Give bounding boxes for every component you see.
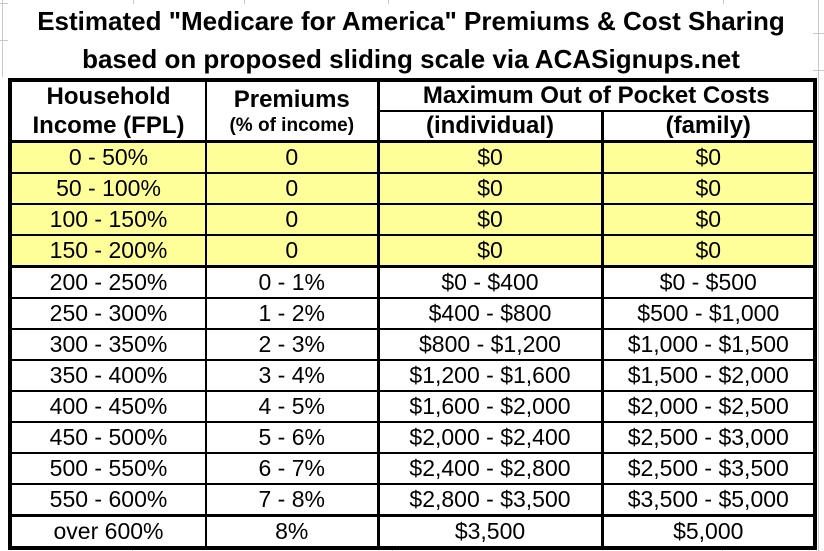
oop-individual-cell: $2,800 - $3,500 [377, 483, 604, 517]
oop-family-cell: $2,000 - $2,500 [600, 390, 817, 423]
oop-family-cell: $2,500 - $3,500 [600, 452, 817, 485]
premium-cell: 0 [205, 203, 380, 236]
premium-cell: 0 [205, 234, 380, 268]
oop-family-cell: $5,000 [600, 514, 817, 549]
oop-individual-cell: $2,400 - $2,800 [377, 452, 604, 485]
income-cell: 350 - 400% [9, 359, 207, 392]
spreadsheet-gridline [813, 70, 824, 71]
income-cell: 550 - 600% [9, 483, 207, 517]
oop-individual-cell: $1,200 - $1,600 [377, 359, 604, 392]
spreadsheet-gridline [813, 33, 824, 34]
oop-family-cell: $0 - $500 [600, 265, 817, 299]
oop-individual-cell: $0 [377, 172, 604, 205]
oop-family-cell: $3,500 - $5,000 [600, 483, 817, 517]
spreadsheet-gridline [133, 0, 134, 4]
title-line-2: based on proposed sliding scale via ACAS… [82, 44, 740, 74]
table-row: 300 - 350% 2 - 3% $800 - $1,200 $1,000 -… [9, 328, 817, 361]
spreadsheet-gridline [723, 0, 724, 4]
chart-title: Estimated "Medicare for America" Premium… [8, 2, 814, 78]
oop-individual-cell: $3,500 [377, 514, 604, 549]
table-row: 100 - 150% 0 $0 $0 [9, 203, 817, 236]
spreadsheet-gridline [0, 40, 8, 41]
oop-family-cell: $1,000 - $1,500 [600, 328, 817, 361]
income-cell: 400 - 450% [9, 390, 207, 423]
income-cell: 50 - 100% [9, 172, 207, 205]
income-cell: 200 - 250% [9, 265, 207, 299]
premium-cell: 6 - 7% [205, 452, 380, 485]
premium-cell: 0 [205, 140, 380, 174]
spreadsheet-gridline [244, 0, 245, 4]
oop-individual-cell: $400 - $800 [377, 297, 604, 330]
oop-family-cell: $500 - $1,000 [600, 297, 817, 330]
table-row: 150 - 200% 0 $0 $0 [9, 234, 817, 268]
spreadsheet-gridline [388, 0, 389, 4]
oop-family-cell: $2,500 - $3,000 [600, 421, 817, 454]
premium-cell: 4 - 5% [205, 390, 380, 423]
col-header-premiums: Premiums (% of income) [205, 79, 380, 143]
oop-individual-cell: $0 [377, 234, 604, 268]
income-cell: 250 - 300% [9, 297, 207, 330]
table-row: 550 - 600% 7 - 8% $2,800 - $3,500 $3,500… [9, 483, 817, 517]
income-cell: 150 - 200% [9, 234, 207, 268]
income-cell: 300 - 350% [9, 328, 207, 361]
col-header-income-line1: Household [46, 83, 171, 110]
col-header-income-line2: Income (FPL) [32, 112, 185, 139]
oop-individual-cell: $1,600 - $2,000 [377, 390, 604, 423]
col-header-individual: (individual) [376, 110, 604, 143]
table-row: over 600% 8% $3,500 $5,000 [9, 514, 817, 549]
title-line-1: Estimated "Medicare for America" Premium… [37, 6, 785, 36]
oop-family-cell: $0 [600, 140, 817, 174]
premium-cell: 1 - 2% [205, 297, 380, 330]
oop-individual-cell: $800 - $1,200 [377, 328, 604, 361]
col-header-oop-group: Maximum Out of Pocket Costs [376, 79, 817, 112]
premium-cell: 0 [205, 172, 380, 205]
premium-cell: 7 - 8% [205, 483, 380, 517]
spreadsheet-gridline [818, 0, 819, 551]
table-row: 50 - 100% 0 $0 $0 [9, 172, 817, 205]
table-row: 450 - 500% 5 - 6% $2,000 - $2,400 $2,500… [9, 421, 817, 454]
income-cell: over 600% [9, 514, 207, 549]
table-row: 0 - 50% 0 $0 $0 [9, 140, 817, 174]
oop-family-cell: $0 [600, 234, 817, 268]
income-cell: 0 - 50% [9, 140, 207, 174]
spreadsheet-gridline [2, 0, 3, 77]
col-header-premiums-line1: Premiums [233, 85, 350, 113]
income-cell: 100 - 150% [9, 203, 207, 236]
table-row: 200 - 250% 0 - 1% $0 - $400 $0 - $500 [9, 265, 817, 299]
oop-individual-cell: $2,000 - $2,400 [377, 421, 604, 454]
oop-individual-cell: $0 [377, 203, 604, 236]
col-header-premiums-line2: (% of income) [229, 114, 355, 136]
oop-individual-cell: $0 - $400 [377, 265, 604, 299]
table-row: 250 - 300% 1 - 2% $400 - $800 $500 - $1,… [9, 297, 817, 330]
premium-cell: 3 - 4% [205, 359, 380, 392]
oop-individual-cell: $0 [377, 140, 604, 174]
premium-cell: 5 - 6% [205, 421, 380, 454]
col-header-household-income: Household Income (FPL) [9, 79, 207, 143]
income-cell: 500 - 550% [9, 452, 207, 485]
col-header-family: (family) [600, 110, 817, 143]
income-cell: 450 - 500% [9, 421, 207, 454]
table-row: 400 - 450% 4 - 5% $1,600 - $2,000 $2,000… [9, 390, 817, 423]
premiums-cost-sharing-table: Household Income (FPL) Premiums (% of in… [8, 78, 818, 550]
oop-family-cell: $0 [600, 172, 817, 205]
table-row: 350 - 400% 3 - 4% $1,200 - $1,600 $1,500… [9, 359, 817, 392]
premium-cell: 0 - 1% [205, 265, 380, 299]
oop-family-cell: $1,500 - $2,000 [600, 359, 817, 392]
premium-cell: 2 - 3% [205, 328, 380, 361]
table-row: 500 - 550% 6 - 7% $2,400 - $2,800 $2,500… [9, 452, 817, 485]
premium-cell: 8% [205, 514, 380, 549]
spreadsheet-gridline [0, 3, 8, 4]
oop-family-cell: $0 [600, 203, 817, 236]
